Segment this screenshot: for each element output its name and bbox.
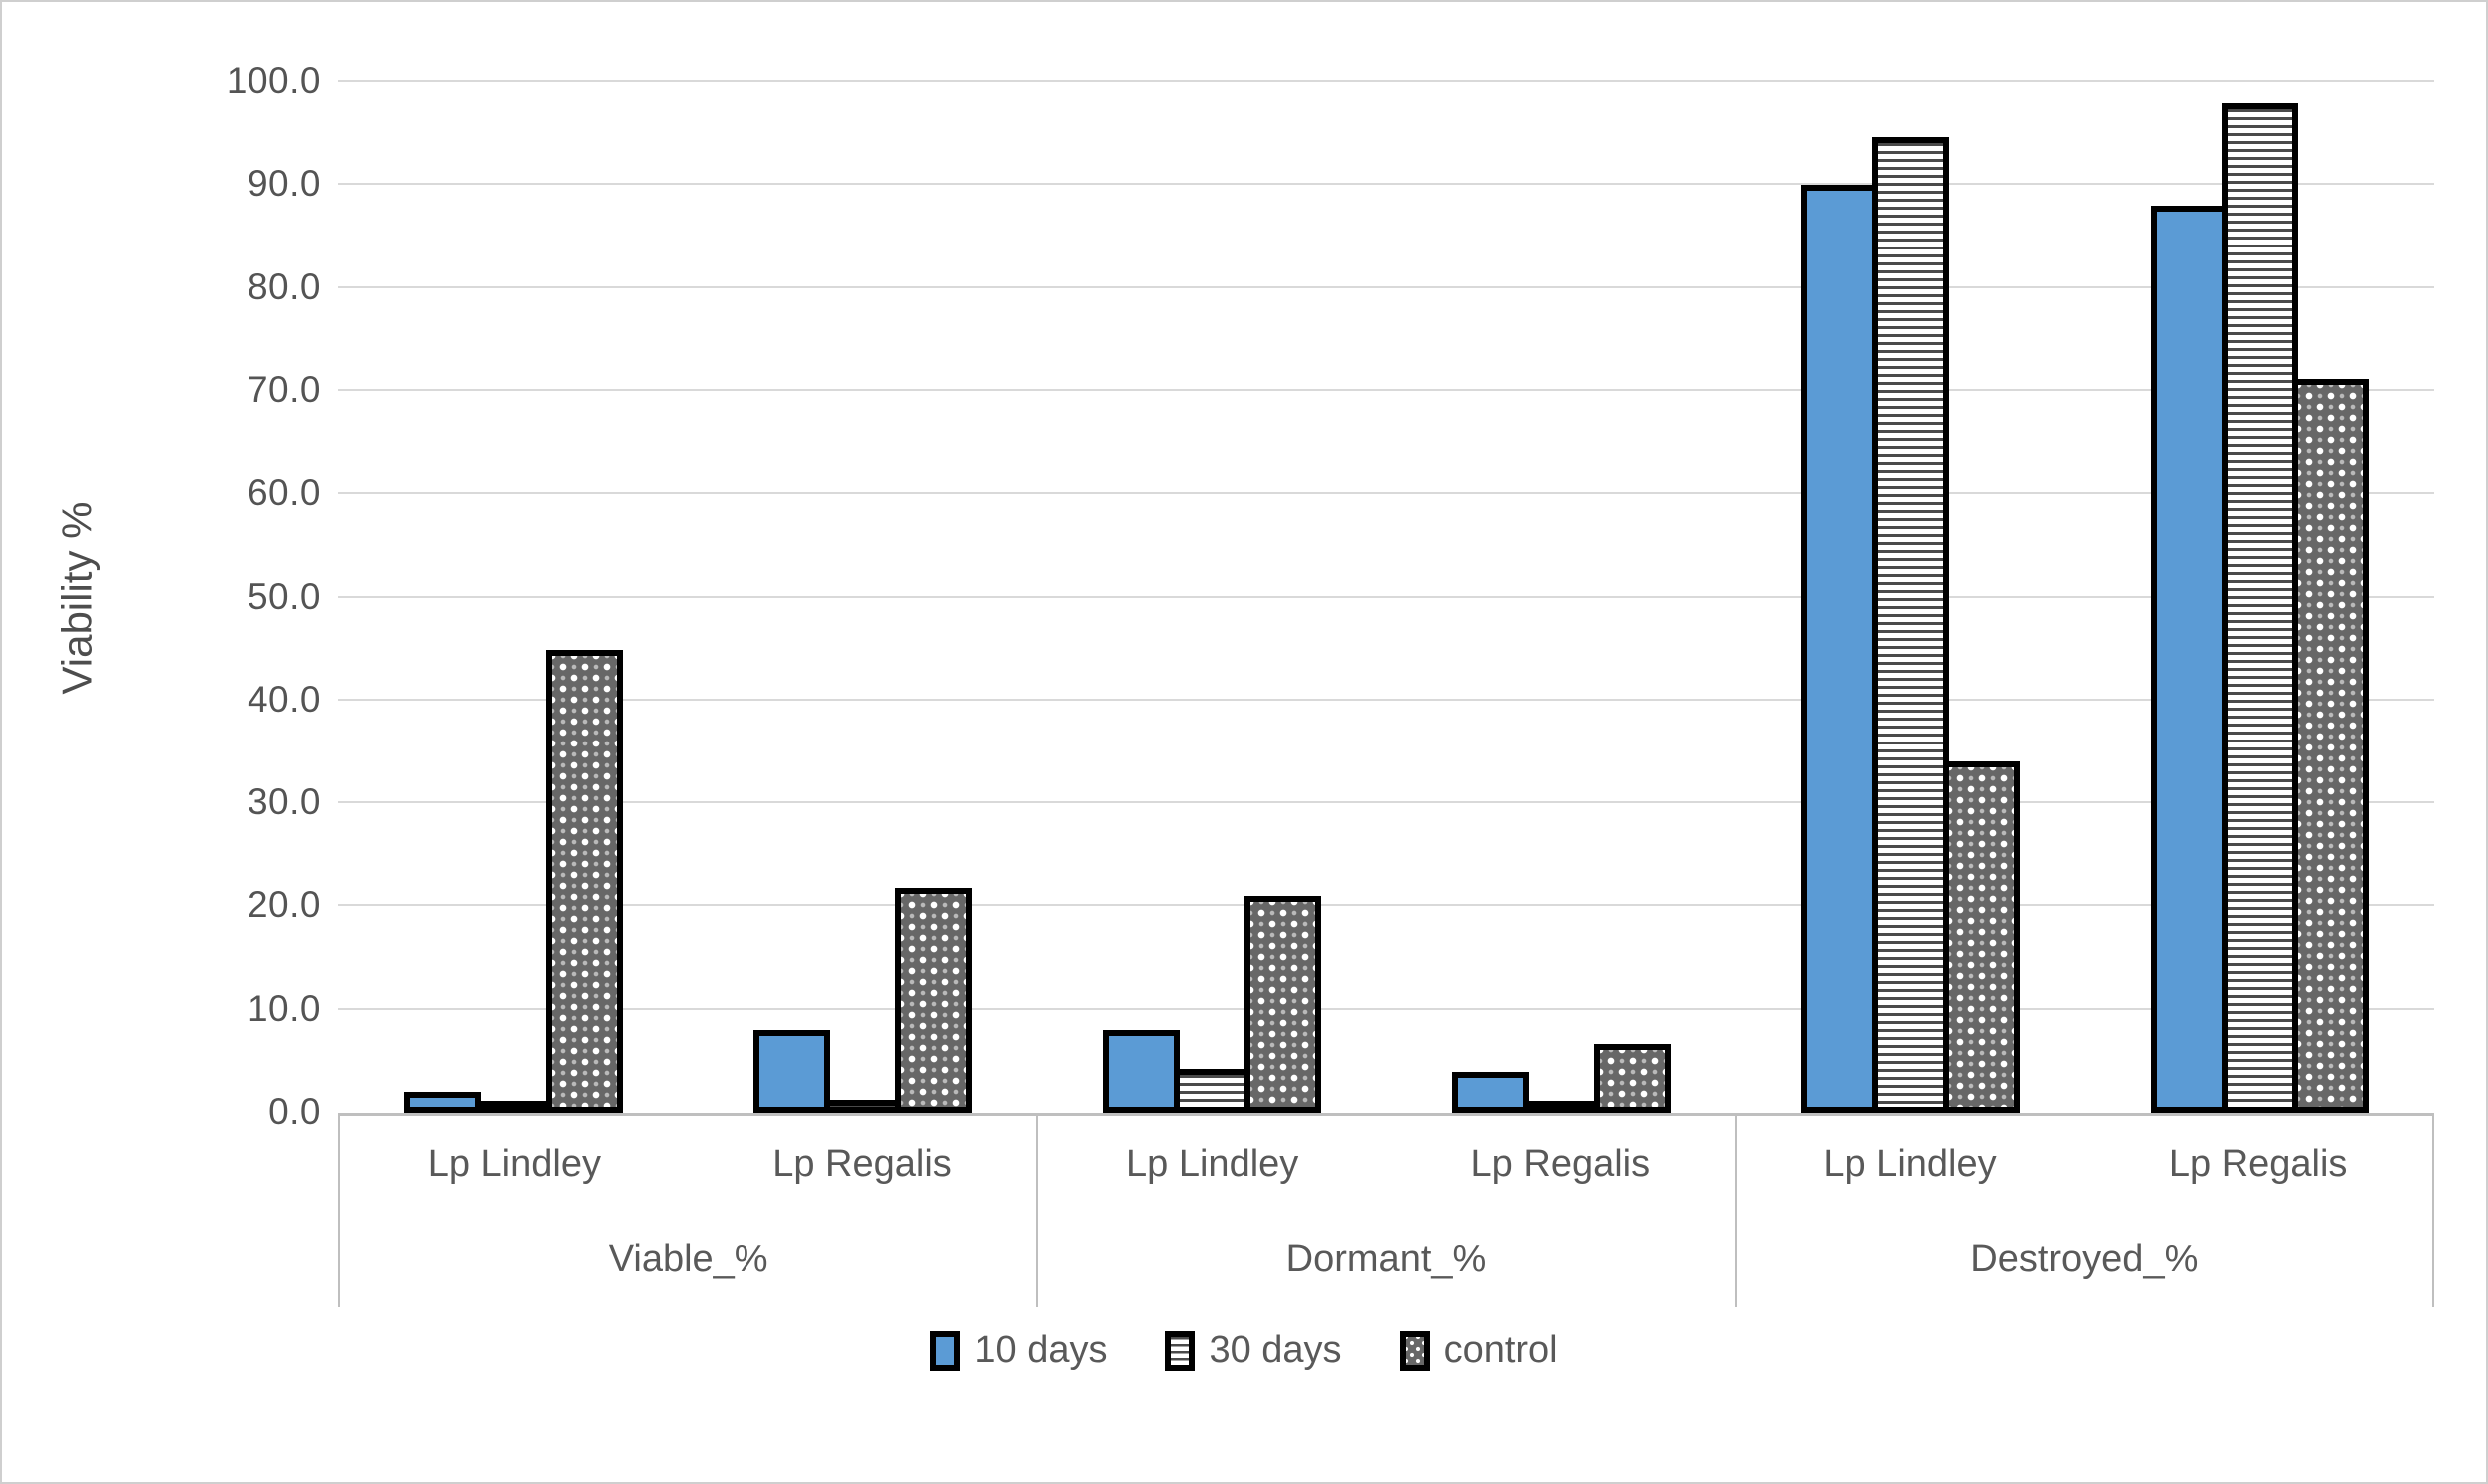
gridline-30 xyxy=(338,801,2434,804)
y-tick-label: 90.0 xyxy=(247,163,321,205)
legend-item-30-days: 30 days xyxy=(1165,1329,1342,1372)
subcategory-label: Lp Lindley xyxy=(1823,1142,1997,1185)
legend-swatch-lines-icon xyxy=(1165,1330,1196,1371)
bar-10-days xyxy=(1451,1071,1529,1113)
y-tick-label: 10.0 xyxy=(247,987,321,1029)
bar-30-days xyxy=(1522,1101,1600,1113)
legend-label: 10 days xyxy=(974,1329,1108,1371)
legend: 10 days 30 days control xyxy=(2,1329,2486,1372)
y-tick-label: 80.0 xyxy=(247,265,321,307)
gridline-90 xyxy=(338,183,2434,186)
y-tick-label: 20.0 xyxy=(247,884,321,926)
bar-control xyxy=(2291,378,2369,1113)
gridline-40 xyxy=(338,698,2434,701)
y-axis-title: Viability % xyxy=(53,501,101,694)
gridline-70 xyxy=(338,388,2434,391)
subcategory-label: Lp Lindley xyxy=(427,1142,601,1185)
legend-swatch-solid-icon xyxy=(930,1330,961,1371)
subcategory-label: Lp Regalis xyxy=(1470,1142,1651,1185)
y-tick-label: 0.0 xyxy=(268,1091,321,1132)
y-axis-title-wrap: Viability % xyxy=(42,82,112,1113)
category-group: Lp Lindley Lp Regalis Viable_% xyxy=(338,1116,1036,1307)
group-label: Destroyed_% xyxy=(1970,1237,2199,1280)
bar-cluster-Lp Lindley xyxy=(338,82,688,1113)
group-label: Viable_% xyxy=(608,1237,768,1280)
subcategory-row: Lp Lindley Lp Regalis xyxy=(1038,1116,1734,1212)
y-tick-label: 50.0 xyxy=(247,575,321,617)
gridline-100 xyxy=(338,80,2434,82)
bar-30-days xyxy=(1173,1068,1250,1113)
bar-10-days xyxy=(403,1092,481,1113)
bar-30-days xyxy=(474,1101,552,1113)
bar-cluster-Lp Lindley xyxy=(1037,82,1386,1113)
gridline-20 xyxy=(338,904,2434,907)
category-group: Lp Lindley Lp Regalis Destroyed_% xyxy=(1734,1116,2434,1307)
plot-area xyxy=(338,80,2434,1116)
category-group: Lp Lindley Lp Regalis Dormant_% xyxy=(1036,1116,1734,1307)
bar-control xyxy=(545,650,623,1113)
bar-group-Destroyed_% xyxy=(1736,82,2434,1113)
subcategory-label: Lp Regalis xyxy=(772,1142,952,1185)
bar-control xyxy=(1593,1043,1671,1113)
legend-item-control: control xyxy=(1399,1329,1558,1372)
bar-control xyxy=(894,887,972,1113)
y-tick-label: 70.0 xyxy=(247,368,321,410)
bar-group-Viable_% xyxy=(338,82,1037,1113)
bar-30-days xyxy=(2221,102,2298,1113)
bar-30-days xyxy=(823,1099,901,1113)
bar-10-days xyxy=(2150,205,2228,1113)
bar-30-days xyxy=(1871,136,1949,1113)
bar-10-days xyxy=(1102,1030,1180,1113)
bar-cluster-Lp Regalis xyxy=(2085,82,2434,1113)
gridline-10 xyxy=(338,1007,2434,1010)
group-label: Dormant_% xyxy=(1285,1237,1487,1280)
subcategory-row: Lp Lindley Lp Regalis xyxy=(340,1116,1036,1212)
y-tick-label: 40.0 xyxy=(247,678,321,720)
y-tick-label: 100.0 xyxy=(226,60,321,101)
bar-10-days xyxy=(752,1030,830,1113)
bar-control xyxy=(1942,760,2020,1113)
legend-label: control xyxy=(1443,1329,1558,1371)
subcategory-label: Lp Lindley xyxy=(1126,1142,1299,1185)
y-tick-label: 60.0 xyxy=(247,472,321,514)
subcategory-label: Lp Regalis xyxy=(2168,1142,2348,1185)
legend-label: 30 days xyxy=(1209,1329,1342,1371)
bar-group-Dormant_% xyxy=(1037,82,1736,1113)
gridline-80 xyxy=(338,285,2434,288)
gridline-60 xyxy=(338,492,2434,495)
y-tick-label: 30.0 xyxy=(247,781,321,823)
bar-control xyxy=(1244,896,1321,1113)
legend-swatch-dots-icon xyxy=(1399,1330,1430,1371)
category-axis: Lp Lindley Lp Regalis Viable_% Lp Lindley Lp… xyxy=(338,1116,2434,1307)
bar-10-days xyxy=(1800,185,1878,1113)
bar-groups xyxy=(338,82,2434,1113)
bar-cluster-Lp Lindley xyxy=(1736,82,2085,1113)
bar-cluster-Lp Regalis xyxy=(1386,82,1736,1113)
gridline-50 xyxy=(338,595,2434,598)
bar-cluster-Lp Regalis xyxy=(688,82,1037,1113)
subcategory-row: Lp Lindley Lp Regalis xyxy=(1737,1116,2432,1212)
legend-item-10-days: 10 days xyxy=(930,1329,1107,1372)
